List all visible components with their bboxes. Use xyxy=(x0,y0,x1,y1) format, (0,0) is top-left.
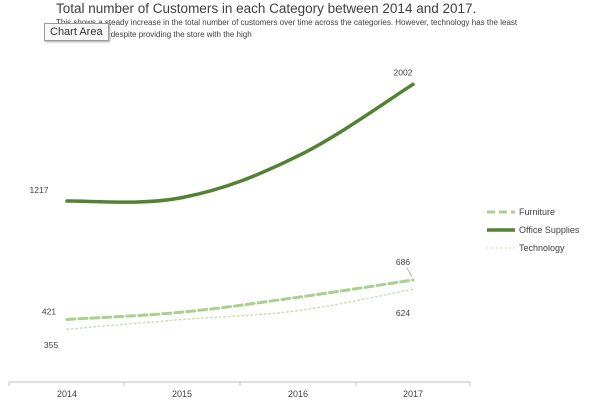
data-label-technology-2017: 624 xyxy=(396,308,410,318)
x-tick-label-2017: 2017 xyxy=(403,389,423,399)
x-tick-label-2016: 2016 xyxy=(288,389,308,399)
x-tick-label-2014: 2014 xyxy=(57,389,77,399)
legend-swatch-office-supplies xyxy=(487,228,515,232)
legend-label-technology: Technology xyxy=(519,243,565,253)
leader-line-furniture-2017 xyxy=(406,267,413,278)
chart-area-tooltip: Chart Area xyxy=(44,23,109,41)
legend-swatch-furniture xyxy=(487,210,515,214)
legend-item-technology[interactable]: Technology xyxy=(486,239,579,257)
chart-legend[interactable]: Furniture Office Supplies Technology xyxy=(486,203,579,257)
legend-label-office-supplies: Office Supplies xyxy=(519,225,580,235)
series-line-office-supplies xyxy=(65,82,415,204)
legend-swatch-technology xyxy=(487,247,515,249)
chart-subtitle: This shows a steady increase in the tota… xyxy=(56,18,518,39)
data-label-furniture-2017: 686 xyxy=(396,257,410,267)
legend-item-office-supplies[interactable]: Office Supplies xyxy=(486,221,579,239)
legend-label-furniture: Furniture xyxy=(519,207,556,217)
series-line-furniture xyxy=(65,278,415,321)
data-label-technology-2014: 355 xyxy=(44,340,58,350)
legend-item-furniture[interactable]: Furniture xyxy=(486,203,579,221)
x-tick-label-2015: 2015 xyxy=(172,389,192,399)
data-label-office-supplies-2014: 1217 xyxy=(30,185,49,195)
series-line-technology xyxy=(66,288,414,330)
chart-title: Total number of Customers in each Catego… xyxy=(56,1,477,16)
data-label-furniture-2014: 421 xyxy=(42,306,56,316)
data-label-office-supplies-2017: 2002 xyxy=(394,67,413,77)
